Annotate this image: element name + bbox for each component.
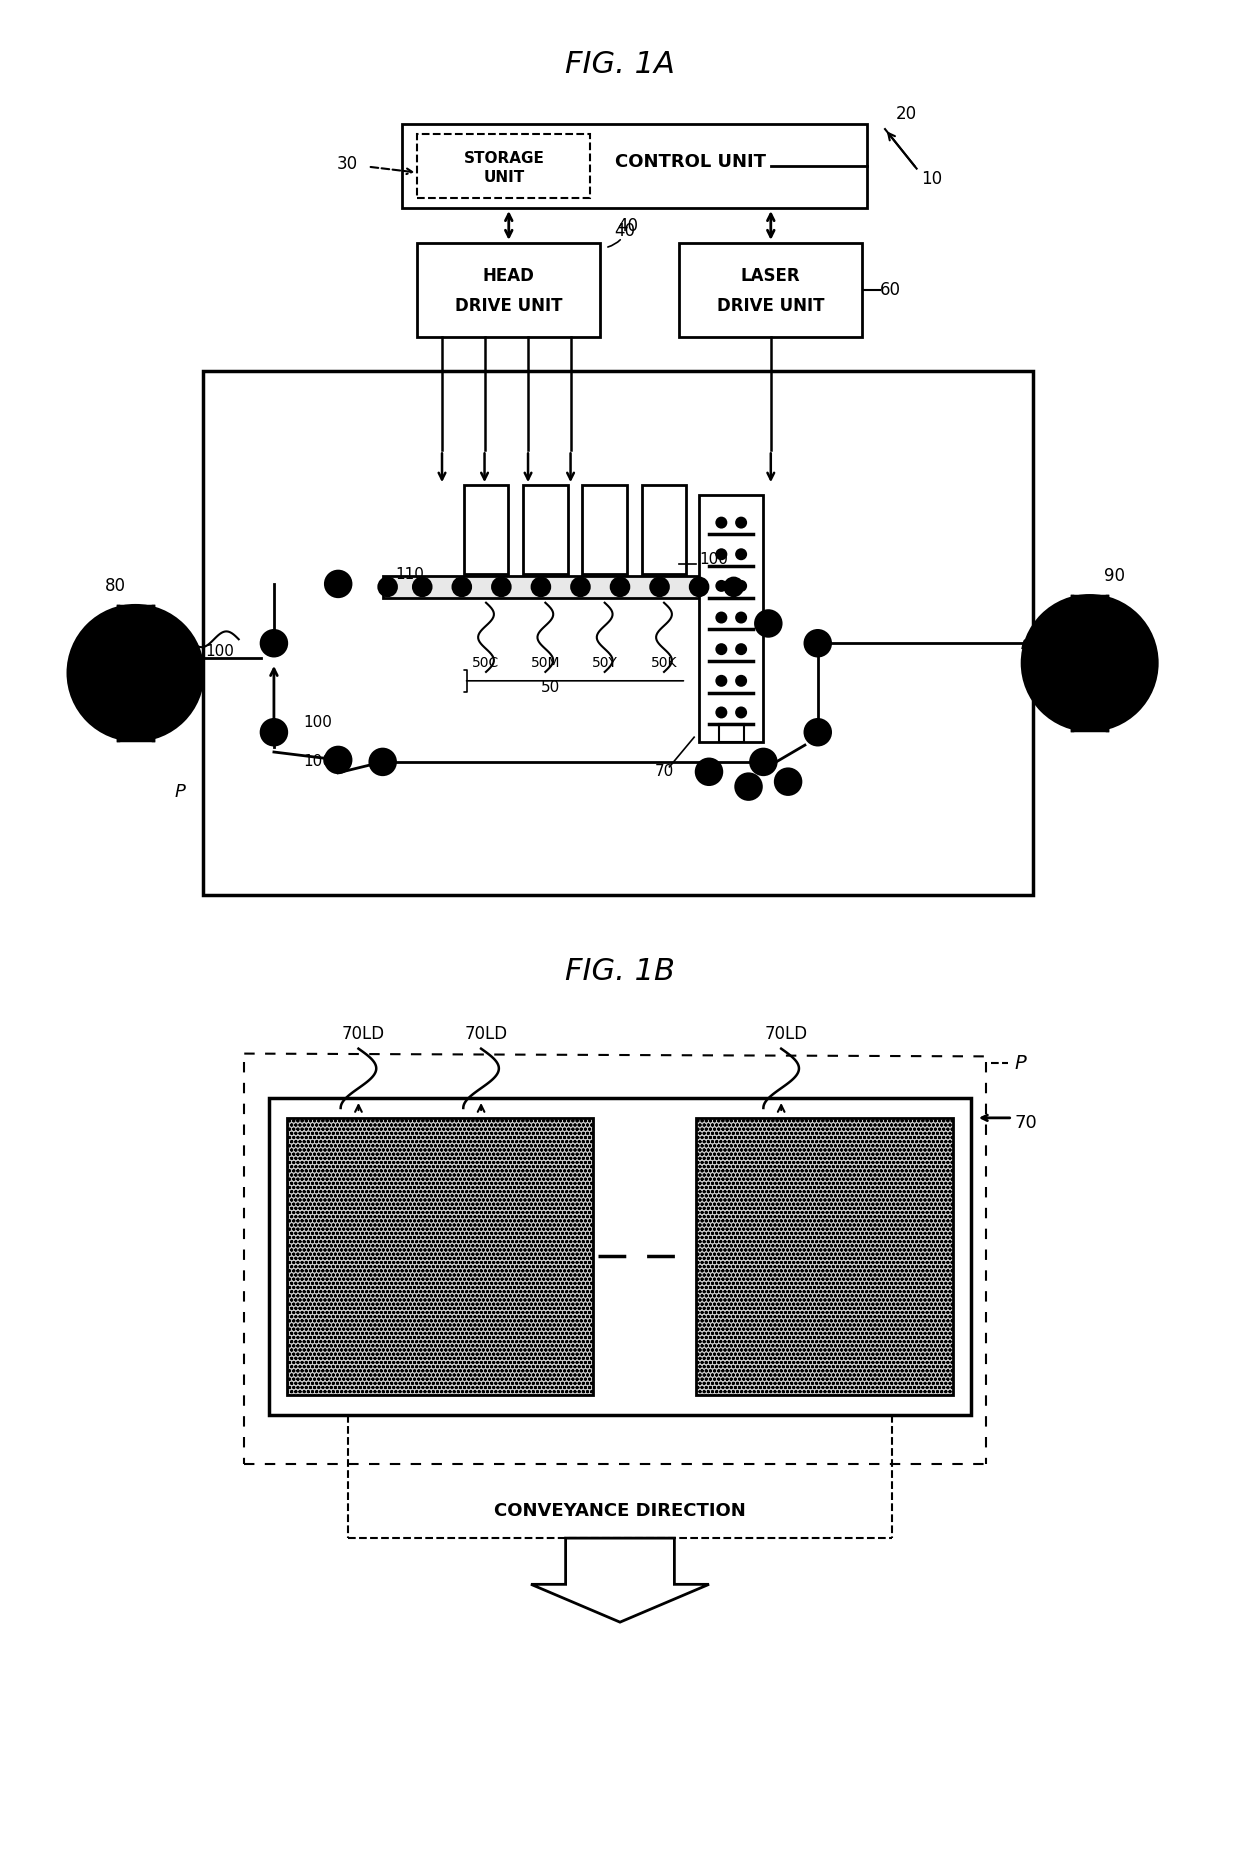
Text: CONVEYANCE DIRECTION: CONVEYANCE DIRECTION (494, 1502, 746, 1521)
Circle shape (717, 708, 727, 718)
Text: 110: 110 (396, 567, 424, 582)
Text: 80: 80 (105, 576, 126, 595)
Circle shape (696, 758, 722, 784)
Text: 70: 70 (1014, 1114, 1037, 1132)
Bar (642, 485, 686, 574)
Circle shape (370, 749, 396, 775)
Bar (418, 244, 600, 336)
Circle shape (717, 548, 727, 560)
Circle shape (735, 773, 761, 799)
Circle shape (717, 517, 727, 528)
Text: 90: 90 (1104, 567, 1125, 586)
Bar (286, 1117, 593, 1394)
Bar (383, 576, 739, 599)
Circle shape (755, 610, 781, 636)
Text: 20: 20 (897, 106, 918, 123)
Circle shape (737, 645, 746, 654)
Circle shape (737, 613, 746, 623)
Bar (202, 372, 1033, 896)
Text: 40: 40 (615, 221, 635, 240)
Text: 100: 100 (699, 552, 728, 567)
Circle shape (651, 578, 668, 595)
Text: 70LD: 70LD (765, 1024, 807, 1043)
Text: 50: 50 (541, 680, 560, 695)
Bar (680, 244, 862, 336)
Polygon shape (531, 1537, 709, 1623)
Bar (696, 1117, 954, 1394)
Circle shape (262, 630, 286, 656)
Text: 70LD: 70LD (342, 1024, 384, 1043)
Circle shape (378, 578, 397, 595)
Text: LASER: LASER (742, 266, 801, 284)
Circle shape (1023, 595, 1157, 731)
Bar (464, 485, 508, 574)
Bar (403, 125, 867, 208)
Circle shape (413, 578, 432, 595)
Text: 50Y: 50Y (591, 656, 618, 669)
Bar (719, 725, 744, 742)
Text: UNIT: UNIT (484, 171, 525, 186)
Circle shape (737, 708, 746, 718)
Text: 50C: 50C (472, 656, 500, 669)
Text: 100: 100 (206, 643, 234, 658)
Circle shape (737, 582, 746, 591)
Circle shape (805, 630, 831, 656)
Text: 40: 40 (608, 218, 639, 247)
Text: FIG. 1A: FIG. 1A (565, 50, 675, 80)
Bar (418, 134, 590, 199)
Text: P: P (175, 783, 186, 801)
Text: CONTROL UNIT: CONTROL UNIT (615, 152, 766, 171)
Circle shape (717, 677, 727, 686)
Circle shape (737, 517, 746, 528)
Text: 50M: 50M (531, 656, 560, 669)
Circle shape (572, 578, 589, 595)
Text: 70LD: 70LD (465, 1024, 507, 1043)
Bar (523, 485, 568, 574)
Bar (699, 494, 764, 742)
Circle shape (1060, 634, 1120, 693)
Bar (269, 1099, 971, 1415)
Circle shape (691, 578, 708, 595)
Text: DRIVE UNIT: DRIVE UNIT (455, 297, 563, 314)
Bar (583, 485, 627, 574)
Circle shape (725, 578, 743, 595)
Circle shape (325, 571, 351, 597)
Text: 50K: 50K (651, 656, 677, 669)
Circle shape (453, 578, 471, 595)
Text: 100: 100 (304, 755, 332, 770)
Circle shape (611, 578, 629, 595)
Circle shape (262, 719, 286, 745)
Circle shape (492, 578, 510, 595)
Circle shape (68, 606, 202, 740)
Text: 100: 100 (304, 716, 332, 731)
Text: STORAGE: STORAGE (464, 151, 544, 165)
Text: HEAD: HEAD (482, 266, 534, 284)
Text: 70: 70 (655, 764, 675, 779)
Circle shape (775, 770, 801, 794)
Text: 10: 10 (921, 169, 942, 188)
Text: 30: 30 (337, 154, 358, 173)
Text: FIG. 1B: FIG. 1B (565, 957, 675, 985)
Circle shape (750, 749, 776, 775)
Text: P: P (1014, 1054, 1027, 1073)
Circle shape (105, 643, 165, 703)
Circle shape (805, 719, 831, 745)
Text: 60: 60 (879, 281, 900, 299)
Circle shape (717, 582, 727, 591)
Circle shape (737, 677, 746, 686)
Circle shape (532, 578, 549, 595)
Circle shape (325, 747, 351, 773)
Circle shape (717, 645, 727, 654)
Text: DRIVE UNIT: DRIVE UNIT (717, 297, 825, 314)
Circle shape (717, 613, 727, 623)
Circle shape (737, 548, 746, 560)
